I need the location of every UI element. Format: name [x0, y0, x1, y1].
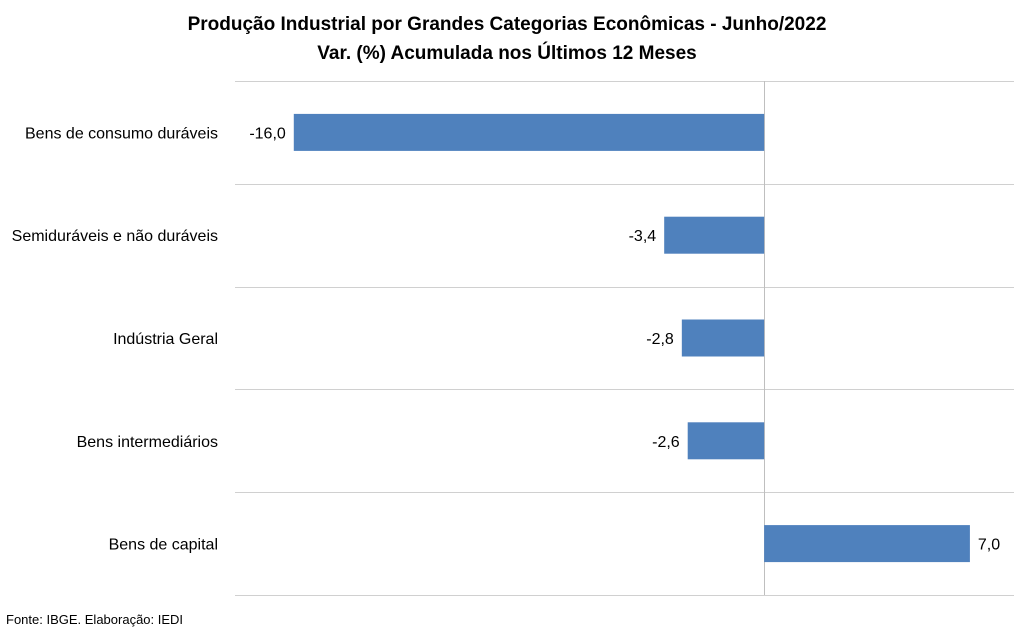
- category-label: Bens intermediários: [77, 434, 218, 451]
- data-label: -16,0: [249, 125, 286, 142]
- category-label: Bens de consumo duráveis: [25, 125, 218, 142]
- data-label: -2,8: [646, 331, 674, 348]
- data-label: 7,0: [978, 537, 1000, 554]
- data-label: -3,4: [629, 228, 657, 245]
- bar: [293, 113, 765, 151]
- data-label: -2,6: [652, 434, 680, 451]
- bar: [681, 319, 765, 357]
- category-label: Bens de capital: [109, 537, 218, 554]
- source-note: Fonte: IBGE. Elaboração: IEDI: [6, 612, 184, 627]
- chart-subtitle: Var. (%) Acumulada nos Últimos 12 Meses: [317, 43, 697, 64]
- chart-title-block: Produção Industrial por Grandes Categori…: [0, 10, 1014, 68]
- bar: [764, 525, 970, 563]
- chart-title: Produção Industrial por Grandes Categori…: [187, 14, 827, 35]
- category-label: Semiduráveis e não duráveis: [12, 228, 218, 245]
- bar: [687, 422, 765, 460]
- bar: [664, 216, 765, 254]
- category-label: Indústria Geral: [113, 331, 218, 348]
